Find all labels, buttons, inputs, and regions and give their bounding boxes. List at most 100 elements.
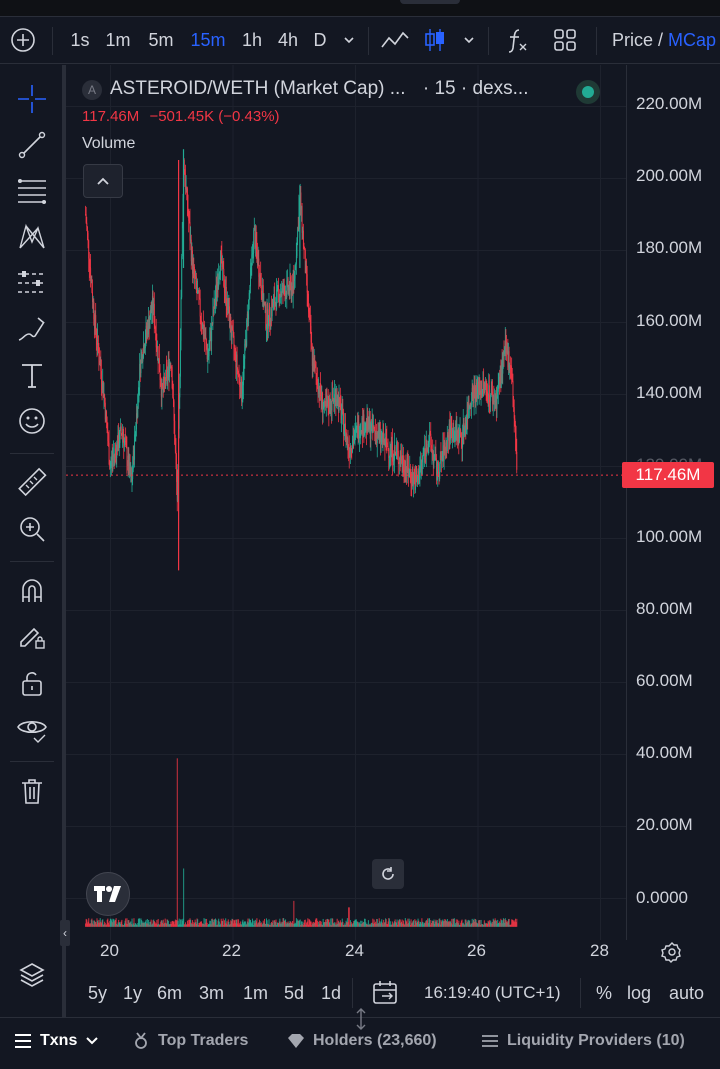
measure-tool[interactable] (14, 465, 50, 501)
tradingview-logo[interactable] (86, 872, 130, 916)
range-1m[interactable]: 1m (243, 983, 269, 1003)
candle-body (461, 436, 463, 448)
reset-chart-button[interactable] (372, 859, 404, 889)
goto-date-button[interactable] (372, 980, 400, 1006)
candle-body (445, 440, 447, 451)
log-scale-toggle[interactable]: log (627, 983, 652, 1003)
volume-bar (323, 922, 325, 927)
symbol-title[interactable]: ASTEROID/WETH (Market Cap) ... · 15 · de… (110, 78, 528, 100)
prediction-tool[interactable] (14, 265, 50, 301)
interval-15m[interactable]: 15m (190, 29, 226, 50)
interval-1s[interactable]: 1s (70, 29, 90, 50)
range-5y[interactable]: 5y (88, 983, 108, 1003)
candle-body (131, 478, 133, 482)
lock-drawings-tool[interactable] (14, 619, 50, 655)
volume-bar (319, 923, 321, 927)
volume-bar (310, 921, 312, 927)
chart-settings-button[interactable] (660, 940, 686, 964)
fib-tool[interactable] (14, 173, 50, 209)
volume-bar (166, 919, 168, 927)
volume-bar (342, 921, 344, 927)
tab-txns[interactable]: Txns (14, 1032, 99, 1050)
emoji-tool[interactable] (14, 403, 50, 439)
interval-1h[interactable]: 1h (241, 29, 263, 50)
volume-bar (129, 922, 131, 927)
candle-body (490, 394, 492, 402)
add-symbol-button[interactable] (8, 17, 38, 63)
magnet-tool[interactable] (14, 573, 50, 609)
clock-timezone[interactable]: 16:19:40 (UTC+1) (424, 983, 561, 1002)
candle-body (185, 187, 187, 190)
volume-bar (162, 922, 164, 927)
percent-scale-toggle[interactable]: % (596, 983, 613, 1003)
layouts-button[interactable] (548, 17, 582, 63)
candle-body (227, 298, 229, 310)
candle-body (167, 370, 169, 378)
range-6m[interactable]: 6m (157, 983, 183, 1003)
candle-body (330, 408, 332, 411)
volume-bar (381, 919, 383, 927)
volume-bar (329, 922, 331, 927)
candle-body (220, 250, 222, 271)
zoom-tool[interactable] (14, 511, 50, 547)
hide-drawings-tool[interactable] (14, 711, 50, 747)
chart-type-dropdown[interactable] (458, 17, 480, 63)
interval-1m[interactable]: 1m (105, 29, 131, 50)
candle-body (264, 302, 265, 305)
candle-body (249, 286, 251, 293)
candle-body (485, 383, 487, 385)
candle-body (471, 387, 473, 405)
tab-liquidity-providers[interactable]: Liquidity Providers (10) (481, 1032, 720, 1050)
range-3m[interactable]: 3m (199, 983, 225, 1003)
tab-top-traders[interactable]: Top Traders (132, 1032, 248, 1050)
indicators-button[interactable] (500, 17, 534, 63)
chart-pane[interactable] (66, 65, 720, 940)
collapse-legend-button[interactable] (83, 164, 123, 198)
volume-bar (263, 922, 265, 927)
interval-day[interactable]: D (313, 29, 327, 50)
candles-button[interactable] (420, 17, 450, 63)
chevron-down-icon (86, 1037, 99, 1045)
remove-drawings-tool[interactable] (14, 773, 50, 809)
candle-body (220, 250, 222, 254)
interval-4h[interactable]: 4h (277, 29, 299, 50)
price-mcap-toggle[interactable]: Price / MCap (612, 17, 720, 63)
candle-body (497, 391, 499, 396)
candle-body (415, 475, 416, 490)
line-chart-button[interactable] (378, 17, 412, 63)
volume-bar (227, 919, 229, 927)
volume-bar (438, 918, 440, 927)
interval-dropdown[interactable] (338, 17, 360, 63)
range-1d[interactable]: 1d (321, 983, 342, 1003)
volume-bar (101, 920, 103, 927)
volume-bar (469, 924, 471, 927)
volume-bar (343, 925, 345, 927)
object-tree-button[interactable] (14, 957, 50, 993)
volume-bar (484, 922, 486, 927)
candle-body (344, 423, 346, 431)
tab-holders[interactable]: Holders (23,660) (287, 1032, 437, 1050)
lock-tool[interactable] (14, 665, 50, 701)
volume-bar (343, 924, 345, 927)
text-tool[interactable] (14, 357, 50, 393)
price-chart[interactable] (66, 65, 720, 940)
resize-handle[interactable] (354, 1008, 368, 1030)
range-5d[interactable]: 5d (284, 983, 305, 1003)
interval-5m[interactable]: 5m (148, 29, 174, 50)
candle-body (116, 442, 118, 451)
brush-tool[interactable] (14, 311, 50, 347)
candle-body (511, 378, 513, 382)
candle-body (246, 320, 248, 346)
volume-bar (284, 920, 286, 927)
scroll-left-button[interactable]: ‹ (60, 920, 70, 946)
trend-line-tool[interactable] (14, 127, 50, 163)
auto-scale-toggle[interactable]: auto (669, 983, 705, 1003)
drawing-toolbar (0, 65, 66, 1017)
candle-body (115, 449, 117, 458)
volume-bar (378, 918, 380, 927)
crosshair-tool[interactable] (14, 81, 50, 117)
pattern-tool[interactable] (14, 219, 50, 255)
volume-bar (345, 920, 347, 927)
volume-bar (231, 918, 233, 927)
range-1y[interactable]: 1y (123, 983, 143, 1003)
